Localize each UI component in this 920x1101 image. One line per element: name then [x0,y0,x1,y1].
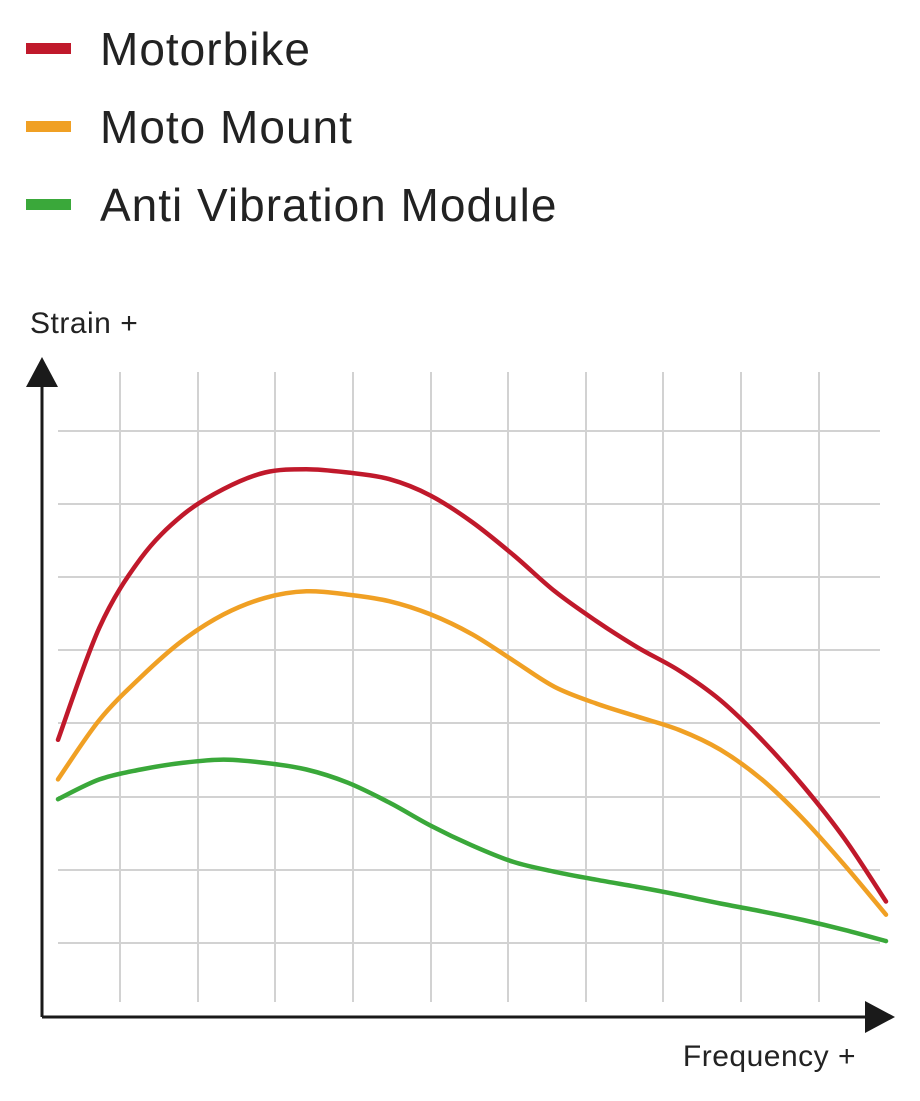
legend-swatch-2 [26,199,71,210]
legend-label-2: Anti Vibration Module [100,179,557,231]
series-lines [55,466,889,944]
series-line-2 [55,757,889,944]
series-line-1 [55,588,889,917]
series-line-0 [55,466,889,904]
legend-swatch-1 [26,121,71,132]
y-axis-label: Strain + [30,307,138,340]
y-axis-arrow-icon [26,357,58,387]
legend-swatch-0 [26,43,71,54]
x-axis-label: Frequency + [683,1040,856,1073]
legend-label-0: Motorbike [100,23,311,75]
grid [58,372,880,1002]
legend: Motorbike Moto Mount Anti Vibration Module [26,23,557,231]
legend-label-1: Moto Mount [100,101,353,153]
x-axis-arrow-icon [865,1001,895,1033]
axes: Strain + Frequency + [26,307,895,1073]
